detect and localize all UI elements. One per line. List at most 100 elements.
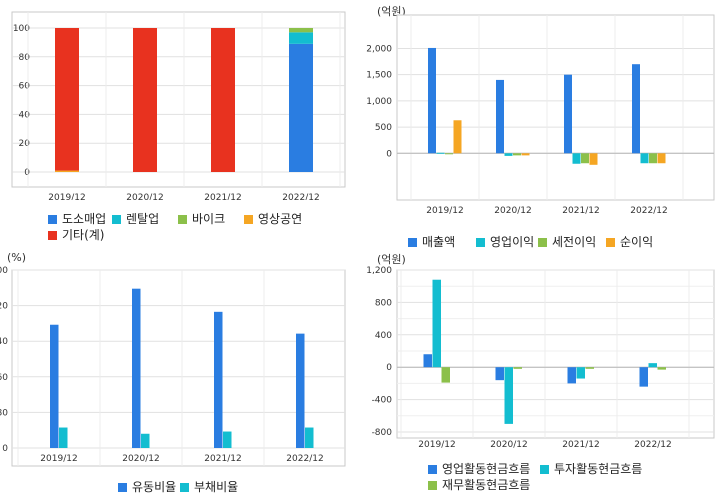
y-tick-label: 0 xyxy=(386,363,392,373)
bar-2022-12-0-0 xyxy=(289,43,313,173)
legend-label: 영업활동현금흐름 xyxy=(442,462,531,476)
legend-label: 바이크 xyxy=(192,212,226,226)
bar-2019-12-0-4 xyxy=(55,28,79,171)
bar-2022-12-1-1 xyxy=(640,153,649,164)
legend-item: 세전이익 xyxy=(538,235,596,250)
bar-2020-12-0-4 xyxy=(133,28,157,172)
bar-2020-12-1-2 xyxy=(513,153,521,156)
legend-label: 재무활동현금흐름 xyxy=(442,478,531,492)
segment-composition-chart: 0 20 40 60 80 100 2019/12 2020/12 2021/12 2022/12… xyxy=(0,0,360,248)
bar-2022-12-0-1 xyxy=(289,32,313,44)
bar-2019-12-3-1 xyxy=(432,279,441,368)
profit-chart: (억원) 0 500 1,000 1,500 2,000 2019/12 2020/12 20… xyxy=(360,0,720,250)
x-tick-label: 2022/12 xyxy=(286,454,323,464)
ratio-legend: 유동비율 부채비율 xyxy=(0,248,360,496)
ratio-unit-label: (%) xyxy=(7,251,27,264)
bar-2019-12-0-3 xyxy=(55,170,79,172)
ratio-chart: (%) 0 80 160 240 320 400 2019/12 2020/12 2021/12… xyxy=(0,248,360,496)
x-tick-label: 2021/12 xyxy=(204,454,241,464)
legend-item: 투자활동현금흐름 xyxy=(540,462,642,477)
bar-2022-12-1-0 xyxy=(632,64,640,154)
legend-label: 영업이익 xyxy=(490,235,535,249)
bar-2020-12-2-1 xyxy=(141,433,150,448)
bar-2019-12-3-2 xyxy=(441,367,450,383)
y-tick-label: 320 xyxy=(0,302,8,312)
x-tick-label: 2022/12 xyxy=(634,440,671,450)
legend-item: 영상공연 xyxy=(244,212,302,227)
legend-label: 기타(계) xyxy=(62,228,105,242)
legend-swatch xyxy=(428,481,437,490)
legend-item: 바이크 xyxy=(178,212,225,227)
x-tick-label: 2020/12 xyxy=(122,454,159,464)
bar-2019-12-1-3 xyxy=(453,120,462,154)
bar-2019-12-1-0 xyxy=(428,47,436,154)
legend-swatch xyxy=(180,483,189,492)
y-tick-label: 400 xyxy=(0,266,8,276)
legend-label: 순이익 xyxy=(620,235,654,249)
cashflow-unit-label: (억원) xyxy=(377,253,406,266)
y-tick-label: 240 xyxy=(0,337,8,347)
y-tick-label: 80 xyxy=(0,408,8,418)
y-tick-label: 1,200 xyxy=(366,266,392,276)
legend-swatch xyxy=(118,483,127,492)
bar-2020-12-1-0 xyxy=(496,79,504,154)
legend-swatch xyxy=(244,215,253,224)
legend-swatch xyxy=(178,215,187,224)
x-tick-label: 2021/12 xyxy=(562,206,599,216)
plot-frame xyxy=(396,14,715,201)
y-tick-label: 160 xyxy=(0,373,8,383)
bar-2021-12-0-4 xyxy=(211,28,235,172)
plot-frame xyxy=(11,269,346,467)
x-tick-label: 2020/12 xyxy=(490,440,527,450)
y-tick-label: 1,000 xyxy=(366,97,392,107)
x-tick-label: 2020/12 xyxy=(494,206,531,216)
x-tick-label: 2022/12 xyxy=(282,193,319,200)
legend-swatch xyxy=(428,465,437,474)
bar-2022-12-3-2 xyxy=(657,367,666,370)
bar-2020-12-1-1 xyxy=(504,153,513,156)
legend-swatch xyxy=(538,238,547,247)
bar-2021-12-3-0 xyxy=(567,367,576,384)
bar-2020-12-3-0 xyxy=(495,367,504,381)
legend-item: 도소매업 xyxy=(48,212,106,227)
y-tick-label: -400 xyxy=(372,396,393,406)
ratio-plot: 0 80 160 240 320 400 2019/12 2020/12 2021/12 2022… xyxy=(0,266,346,467)
legend-swatch xyxy=(540,465,549,474)
bar-2019-12-2-1 xyxy=(59,427,68,448)
legend-label: 영상공연 xyxy=(258,212,303,226)
y-tick-label: 0 xyxy=(386,149,392,159)
legend-label: 매출액 xyxy=(422,235,456,249)
x-tick-label: 2020/12 xyxy=(126,193,163,200)
legend-item: 렌탈업 xyxy=(112,212,159,227)
bar-2019-12-3-0 xyxy=(423,354,432,368)
profit-plot: 0 500 1,000 1,500 2,000 2019/12 2020/12 2021/12… xyxy=(366,14,715,216)
legend-item: 순이익 xyxy=(606,235,653,250)
bar-2022-12-1-3 xyxy=(657,153,666,164)
legend-item: 재무활동현금흐름 xyxy=(428,478,530,493)
bar-2022-12-3-0 xyxy=(639,367,648,387)
y-tick-label: 20 xyxy=(19,139,31,149)
bar-2020-12-1-3 xyxy=(521,153,530,156)
bar-2021-12-3-1 xyxy=(576,367,585,379)
y-tick-label: 500 xyxy=(375,123,392,133)
y-tick-label: 100 xyxy=(13,24,30,34)
legend-item: 기타(계) xyxy=(48,228,104,243)
y-tick-label: 1,500 xyxy=(366,71,392,81)
bar-2021-12-1-1 xyxy=(572,153,581,164)
y-tick-label: 800 xyxy=(375,298,392,308)
bar-2021-12-1-3 xyxy=(589,153,598,165)
x-tick-label: 2019/12 xyxy=(40,454,77,464)
legend-swatch xyxy=(48,231,57,240)
bar-2020-12-3-2 xyxy=(513,367,522,369)
legend-swatch xyxy=(48,215,57,224)
bar-2020-12-2-0 xyxy=(132,288,141,448)
legend-swatch xyxy=(408,238,417,247)
y-tick-label: 0 xyxy=(24,168,30,178)
cashflow-plot: -800 -400 0 400 800 1,200 2019/12 2020/12 2021/1… xyxy=(366,266,715,450)
bar-2022-12-2-0 xyxy=(296,333,305,448)
bar-2021-12-1-2 xyxy=(581,153,589,164)
x-tick-label: 2022/12 xyxy=(630,206,667,216)
legend-swatch xyxy=(112,215,121,224)
